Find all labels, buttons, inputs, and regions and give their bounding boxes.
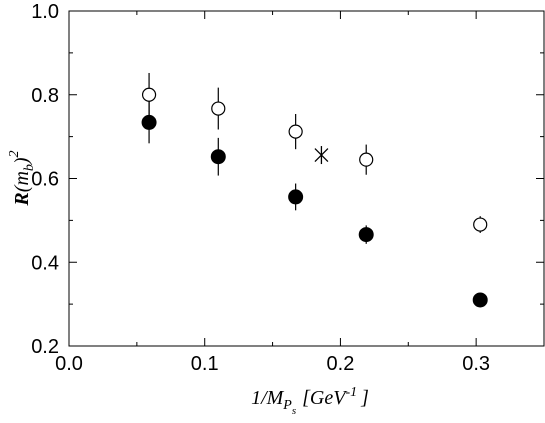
x-tick-label: 0.3 [462, 353, 490, 375]
x-axis-ticks: 0.0 0.1 0.2 0.3 [55, 11, 490, 375]
asterisk-point [314, 146, 329, 165]
open-circle-point [288, 124, 303, 139]
y-axis-label-main: R [11, 192, 33, 206]
y-tick-label: 0.6 [31, 169, 59, 191]
x-axis-label-main: 1/M [251, 387, 285, 409]
filled-circle-point [358, 227, 374, 243]
filled-circle-point [141, 114, 157, 130]
x-axis-label-exp: -1 [345, 385, 357, 400]
y-axis-label-sub: b [22, 164, 37, 171]
x-tick-label: 0.1 [191, 353, 219, 375]
x-axis-label-sub: P [282, 398, 292, 413]
open-circle-point [359, 152, 374, 167]
filled-circle-point [210, 149, 226, 165]
y-axis-label-paren-open: (m [11, 171, 33, 192]
y-axis-label-exp: 2 [7, 150, 22, 157]
y-tick-label: 0.8 [31, 85, 59, 107]
y-axis-label: R(mb)2 [7, 150, 37, 206]
plot-frame [68, 10, 545, 347]
open-circle-point [211, 101, 226, 116]
x-tick-label: 0.2 [327, 353, 355, 375]
x-axis-label-subsub: s [292, 405, 296, 417]
open-circle-point [141, 87, 157, 102]
open-circle-point [473, 217, 488, 232]
x-axis-label: 1/MPs [GeV-1] [251, 385, 369, 417]
y-tick-label: 0.4 [31, 252, 59, 274]
filled-circle-point [472, 292, 488, 308]
x-axis-label-bracket-open: [GeV [302, 387, 348, 409]
data-marks [141, 72, 488, 308]
y-tick-label: 0.2 [31, 336, 59, 358]
asterisk-stroke [314, 148, 329, 163]
x-tick-label: 0.0 [55, 353, 83, 375]
y-axis-ticks: 0.2 0.4 0.6 0.8 1.0 [31, 1, 544, 358]
plot-border [68, 10, 545, 347]
x-axis-label-bracket-close: ] [360, 387, 369, 409]
y-tick-label: 1.0 [31, 1, 59, 23]
filled-circle-point [288, 189, 304, 205]
y-axis-label-paren-close: ) [11, 157, 33, 165]
